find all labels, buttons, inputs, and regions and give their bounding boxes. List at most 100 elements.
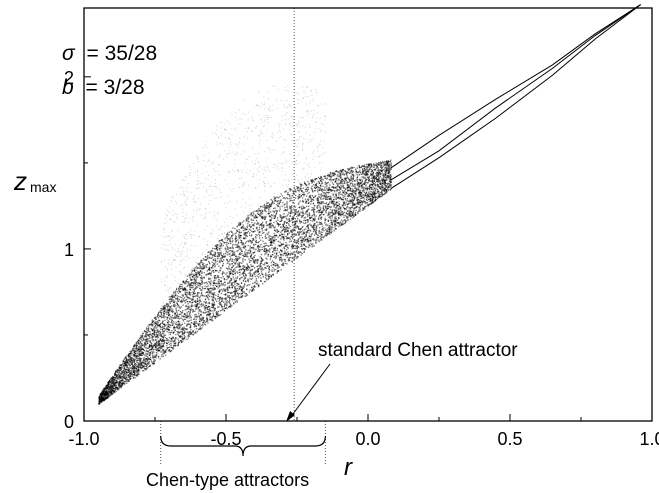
bifurcation-point <box>251 241 253 243</box>
bifurcation-point <box>358 190 360 192</box>
bifurcation-point <box>198 236 200 238</box>
bifurcation-point <box>321 195 323 197</box>
bifurcation-point <box>167 347 169 349</box>
bifurcation-point <box>241 118 243 120</box>
bifurcation-point <box>290 195 292 197</box>
bifurcation-point <box>114 388 116 390</box>
bifurcation-point <box>268 245 270 247</box>
bifurcation-point <box>188 331 190 334</box>
bifurcation-point <box>350 182 352 184</box>
bifurcation-point <box>216 270 218 272</box>
bifurcation-point <box>144 362 146 365</box>
bifurcation-point <box>163 331 166 333</box>
bifurcation-point <box>283 104 285 106</box>
bifurcation-point <box>341 199 344 201</box>
bifurcation-point <box>327 192 329 194</box>
bifurcation-point <box>191 282 193 284</box>
bifurcation-point <box>208 306 210 308</box>
bifurcation-point <box>121 367 124 369</box>
bifurcation-point <box>238 229 240 231</box>
bifurcation-point <box>335 194 337 196</box>
bifurcation-point <box>180 271 182 273</box>
bifurcation-point <box>315 190 317 191</box>
bifurcation-point <box>367 163 370 165</box>
bifurcation-point <box>193 162 195 164</box>
bifurcation-point <box>318 230 320 233</box>
bifurcation-point <box>271 270 273 272</box>
bifurcation-point <box>364 195 366 197</box>
bifurcation-point <box>221 256 223 258</box>
bifurcation-point <box>244 266 246 268</box>
bifurcation-point <box>225 288 227 291</box>
bifurcation-point <box>206 273 208 275</box>
bifurcation-point <box>228 265 230 267</box>
bifurcation-point <box>260 253 263 256</box>
bifurcation-point <box>272 85 274 87</box>
bifurcation-point <box>182 288 184 290</box>
bifurcation-point <box>292 201 294 204</box>
bifurcation-point <box>302 204 304 206</box>
bifurcation-point <box>114 377 116 379</box>
bifurcation-point <box>265 237 267 239</box>
bifurcation-point <box>265 275 267 277</box>
bifurcation-point <box>226 268 229 270</box>
bifurcation-point <box>209 185 211 187</box>
bifurcation-point <box>200 305 203 307</box>
bifurcation-point <box>281 162 283 164</box>
bifurcation-point <box>302 240 304 242</box>
bifurcation-point <box>190 329 192 331</box>
bifurcation-point <box>201 271 203 273</box>
bifurcation-point <box>298 102 300 104</box>
bifurcation-point <box>134 371 136 373</box>
bifurcation-point <box>158 312 160 314</box>
bifurcation-point <box>340 176 342 178</box>
bifurcation-point <box>178 318 181 320</box>
bifurcation-point <box>354 207 356 209</box>
bifurcation-point <box>247 137 248 139</box>
bifurcation-point <box>144 339 146 341</box>
bifurcation-point <box>234 301 236 303</box>
bifurcation-point <box>115 372 117 374</box>
bifurcation-point <box>264 274 265 276</box>
bifurcation-point <box>129 378 131 380</box>
bifurcation-point <box>265 277 267 280</box>
bifurcation-point <box>319 199 321 201</box>
bifurcation-point <box>299 220 301 223</box>
bifurcation-point <box>245 294 248 296</box>
bifurcation-point <box>258 226 261 229</box>
bifurcation-point <box>264 151 266 153</box>
bifurcation-point <box>206 258 208 260</box>
bifurcation-point <box>295 194 297 196</box>
bifurcation-point <box>281 115 283 117</box>
bifurcation-point <box>244 251 246 253</box>
bifurcation-point <box>276 270 278 272</box>
bifurcation-point <box>237 241 240 243</box>
bifurcation-point <box>266 237 268 239</box>
bifurcation-point <box>186 304 188 305</box>
bifurcation-point <box>126 378 128 380</box>
bifurcation-point <box>339 191 341 193</box>
bifurcation-point <box>271 136 273 138</box>
bifurcation-point <box>122 375 124 378</box>
bifurcation-point <box>337 207 339 209</box>
bifurcation-point <box>200 289 202 292</box>
bifurcation-point <box>167 334 169 336</box>
bifurcation-point <box>179 188 181 190</box>
bifurcation-point <box>246 232 248 234</box>
bifurcation-point <box>389 168 391 170</box>
bifurcation-point <box>151 338 153 340</box>
bifurcation-point <box>185 275 187 277</box>
bifurcation-point <box>129 361 131 363</box>
bifurcation-point <box>257 221 259 224</box>
bifurcation-point <box>133 367 135 369</box>
bifurcation-point <box>369 184 372 186</box>
bifurcation-point <box>312 228 315 230</box>
bifurcation-point <box>191 291 193 293</box>
bifurcation-point <box>255 259 257 261</box>
bifurcation-point <box>286 222 288 224</box>
bifurcation-point <box>317 181 320 183</box>
bifurcation-point <box>228 234 230 236</box>
bifurcation-point <box>185 315 187 317</box>
bifurcation-point <box>307 202 309 204</box>
bifurcation-point <box>282 248 284 250</box>
